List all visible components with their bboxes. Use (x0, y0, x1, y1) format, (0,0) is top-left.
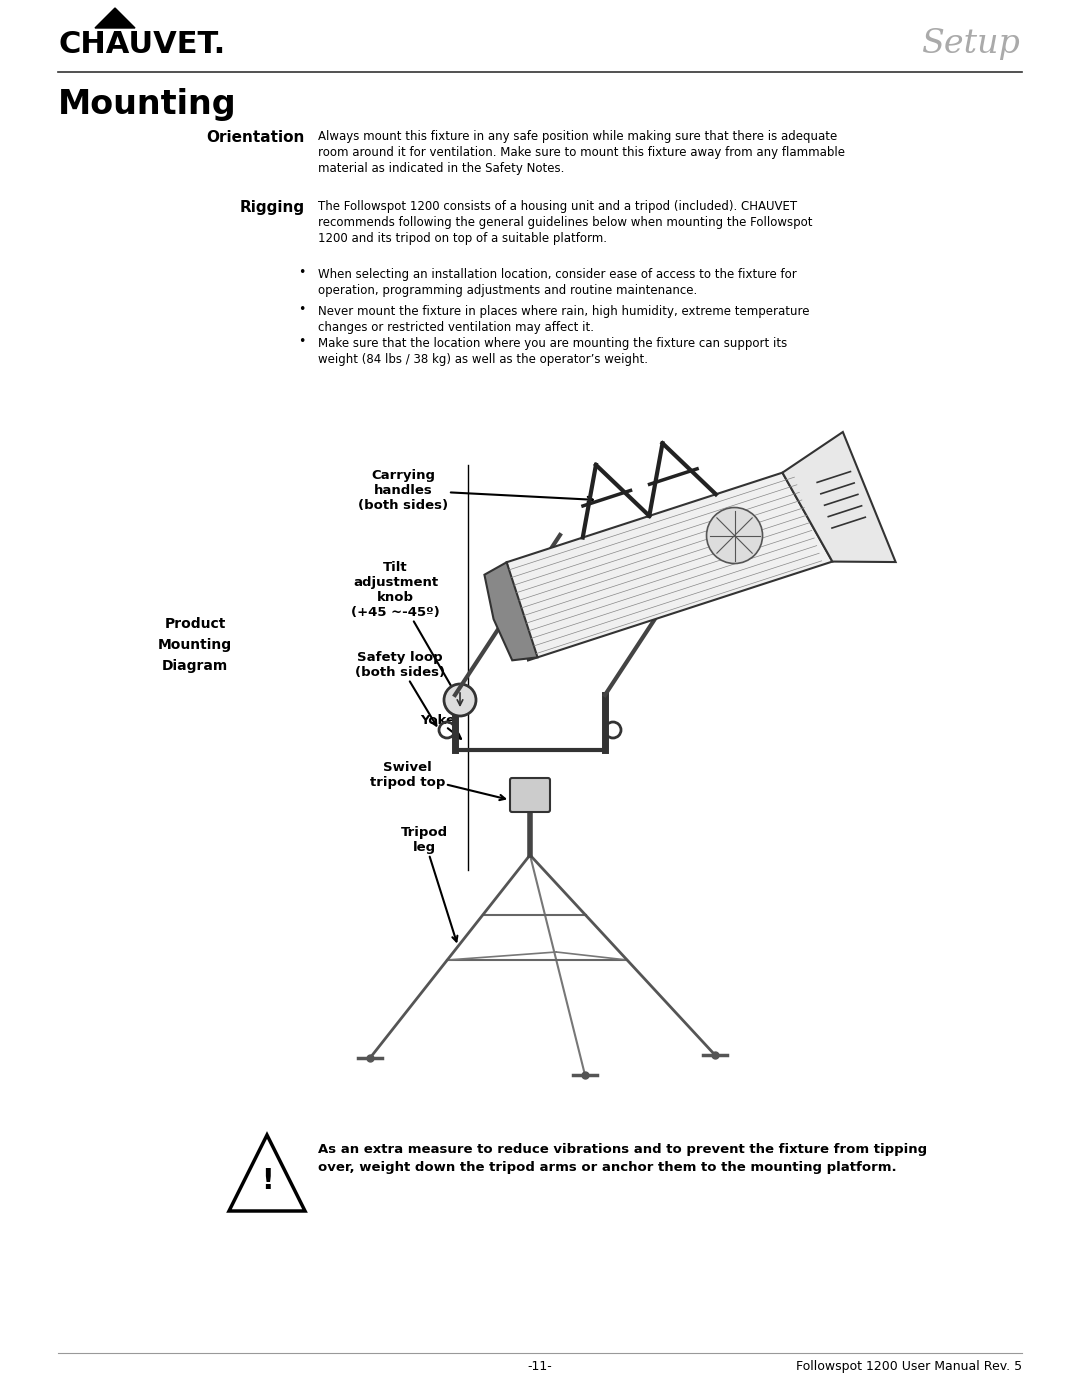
Text: material as indicated in the Safety Notes.: material as indicated in the Safety Note… (318, 162, 565, 175)
Text: •: • (298, 303, 305, 316)
Text: Carrying
handles
(both sides): Carrying handles (both sides) (357, 468, 593, 511)
Text: Tilt
adjustment
knob
(+45 ~-45º): Tilt adjustment knob (+45 ~-45º) (351, 562, 462, 705)
Text: Swivel
tripod top: Swivel tripod top (369, 761, 505, 800)
Text: Always mount this fixture in any safe position while making sure that there is a: Always mount this fixture in any safe po… (318, 130, 837, 142)
Text: Make sure that the location where you are mounting the fixture can support its: Make sure that the location where you ar… (318, 337, 787, 351)
Text: The Followspot 1200 consists of a housing unit and a tripod (included). CHAUVET: The Followspot 1200 consists of a housin… (318, 200, 797, 212)
Text: •: • (298, 265, 305, 279)
Text: As an extra measure to reduce vibrations and to prevent the fixture from tipping: As an extra measure to reduce vibrations… (318, 1143, 927, 1155)
Text: recommends following the general guidelines below when mounting the Followspot: recommends following the general guideli… (318, 217, 812, 229)
Text: over, weight down the tripod arms or anchor them to the mounting platform.: over, weight down the tripod arms or anc… (318, 1161, 896, 1173)
Text: Rigging: Rigging (240, 200, 305, 215)
Text: -11-: -11- (528, 1361, 552, 1373)
Text: When selecting an installation location, consider ease of access to the fixture : When selecting an installation location,… (318, 268, 797, 281)
Text: 1200 and its tripod on top of a suitable platform.: 1200 and its tripod on top of a suitable… (318, 232, 607, 244)
Text: Never mount the fixture in places where rain, high humidity, extreme temperature: Never mount the fixture in places where … (318, 305, 810, 319)
Text: Tripod
leg: Tripod leg (401, 826, 458, 942)
Text: Orientation: Orientation (206, 130, 305, 145)
Polygon shape (782, 432, 895, 562)
Text: •: • (298, 335, 305, 348)
Polygon shape (485, 562, 538, 661)
Text: weight (84 lbs / 38 kg) as well as the operator’s weight.: weight (84 lbs / 38 kg) as well as the o… (318, 353, 648, 366)
Text: Followspot 1200 User Manual Rev. 5: Followspot 1200 User Manual Rev. 5 (796, 1361, 1022, 1373)
Text: !: ! (260, 1166, 273, 1194)
Text: operation, programming adjustments and routine maintenance.: operation, programming adjustments and r… (318, 284, 698, 298)
Circle shape (706, 507, 762, 563)
Polygon shape (229, 1134, 305, 1211)
Text: room around it for ventilation. Make sure to mount this fixture away from any fl: room around it for ventilation. Make sur… (318, 147, 845, 159)
Text: Setup: Setup (921, 28, 1020, 60)
Text: CHAUVET.: CHAUVET. (58, 29, 226, 59)
Polygon shape (507, 472, 833, 661)
FancyBboxPatch shape (510, 778, 550, 812)
Circle shape (444, 685, 476, 717)
Text: Safety loop
(both sides): Safety loop (both sides) (355, 651, 445, 725)
Text: Yoke: Yoke (420, 714, 461, 739)
Text: Mounting: Mounting (58, 88, 237, 122)
Text: Product
Mounting
Diagram: Product Mounting Diagram (158, 617, 232, 672)
Polygon shape (95, 8, 135, 28)
Text: changes or restricted ventilation may affect it.: changes or restricted ventilation may af… (318, 321, 594, 334)
